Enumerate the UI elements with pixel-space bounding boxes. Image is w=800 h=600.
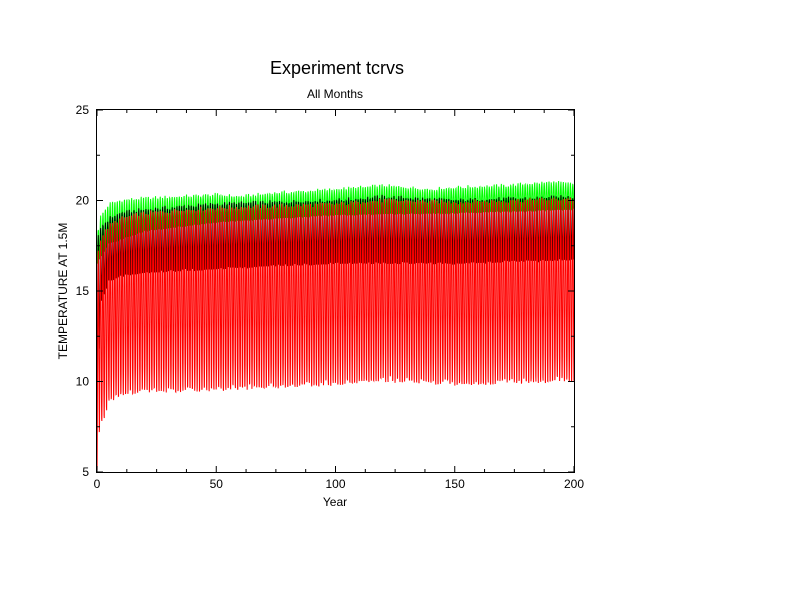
x-tick-label: 150: [445, 477, 465, 491]
y-tick-label: 25: [76, 103, 90, 117]
chart-subtitle: All Months: [307, 87, 363, 101]
series-line-red-monthly: [96, 197, 575, 471]
x-tick-label: 200: [564, 477, 584, 491]
y-axis-label: TEMPERATURE AT 1.5M: [56, 223, 70, 360]
series-line-green-envelope: [96, 181, 575, 264]
chart-title: Experiment tcrvs: [270, 58, 404, 78]
x-axis-label: Year: [323, 495, 347, 509]
ticks-layer: 0 50 100 150 200 5 10 15 20 25: [76, 103, 585, 491]
y-tick-label: 15: [76, 284, 90, 298]
x-tick-label: 100: [325, 477, 345, 491]
y-tick-label: 10: [76, 375, 90, 389]
y-tick-label: 20: [76, 194, 90, 208]
x-tick-label: 50: [210, 477, 224, 491]
plot-frame: [96, 109, 575, 473]
y-tick-label: 5: [82, 465, 89, 479]
x-tick-label: 0: [94, 477, 101, 491]
series-layer: [96, 181, 575, 471]
plot-area: 0 50 100 150 200 5 10 15 20 25: [76, 103, 585, 491]
